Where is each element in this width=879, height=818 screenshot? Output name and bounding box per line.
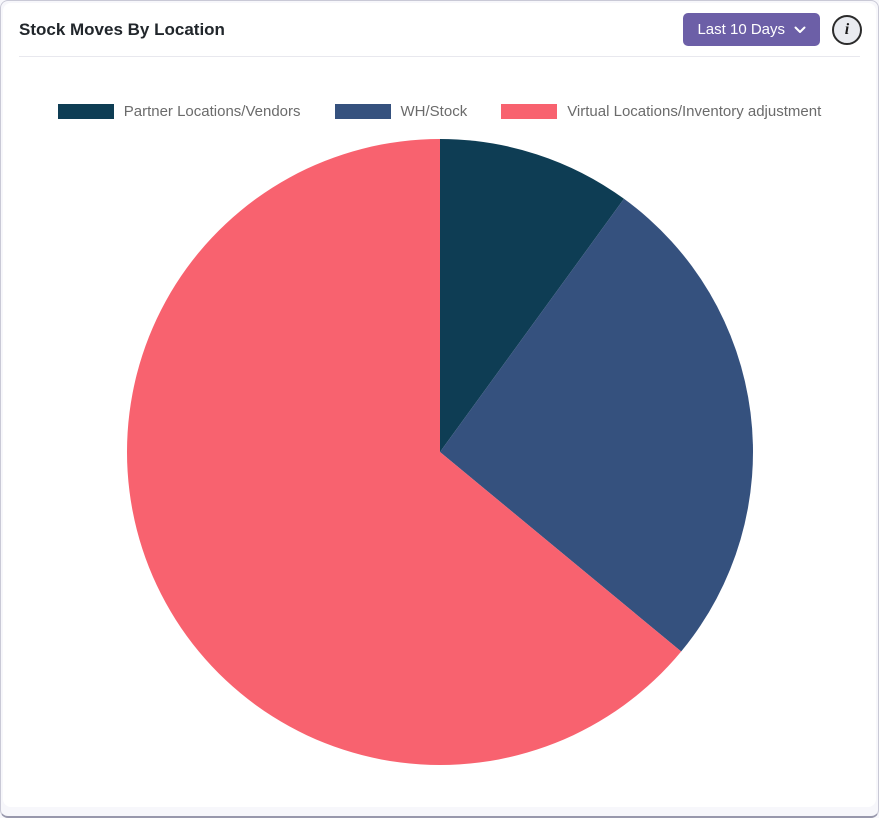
date-range-button[interactable]: Last 10 Days <box>683 13 820 46</box>
legend-label: Virtual Locations/Inventory adjustment <box>567 103 822 120</box>
stock-moves-card: Stock Moves By Location Last 10 Days i P… <box>3 3 876 807</box>
legend-swatch <box>334 104 391 119</box>
pie-slice-1[interactable] <box>439 139 624 452</box>
legend-swatch <box>501 104 558 119</box>
chart-legend: Partner Locations/Vendors WH/Stock Virtual… <box>3 103 876 120</box>
chevron-down-icon <box>794 26 806 34</box>
chart-area: Partner Locations/Vendors WH/Stock Virtual… <box>3 103 876 768</box>
pie-chart <box>126 139 753 765</box>
legend-item[interactable]: Virtual Locations/Inventory adjustment <box>501 103 821 120</box>
legend-label: WH/Stock <box>400 103 468 120</box>
divider <box>19 56 860 57</box>
pie-slice-2[interactable] <box>439 198 753 652</box>
legend-item[interactable]: WH/Stock <box>334 103 468 120</box>
pie-slice-3[interactable] <box>126 139 681 765</box>
date-range-label: Last 10 Days <box>697 21 785 38</box>
card-header: Stock Moves By Location Last 10 Days i <box>3 3 876 52</box>
legend-label: Partner Locations/Vendors <box>123 103 301 120</box>
header-actions: Last 10 Days i <box>683 13 862 46</box>
legend-item[interactable]: Partner Locations/Vendors <box>57 103 301 120</box>
page-title: Stock Moves By Location <box>19 19 225 39</box>
info-button[interactable]: i <box>832 14 862 45</box>
chart-wrap <box>3 136 876 768</box>
legend-swatch <box>57 104 114 119</box>
info-icon: i <box>844 20 850 38</box>
